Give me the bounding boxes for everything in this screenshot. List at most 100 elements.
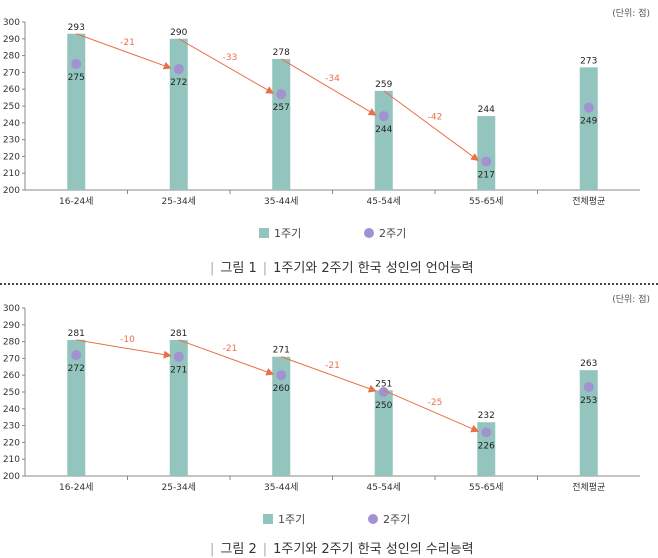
x-tick-label: 전체평균 bbox=[572, 196, 605, 207]
figure-title-1: | 그림 1 | 1주기와 2주기 한국 성인의 언어능력 bbox=[210, 261, 474, 276]
x-tick-label: 35-44세 bbox=[264, 196, 298, 207]
figure-label: 그림 1 bbox=[220, 261, 257, 276]
bar-cycle1 bbox=[477, 116, 496, 190]
bar-value-label: 293 bbox=[68, 23, 85, 33]
x-tick-label: 16-24세 bbox=[59, 482, 93, 493]
x-tick-label: 16-24세 bbox=[59, 196, 93, 207]
bar-value-label: 251 bbox=[375, 379, 392, 389]
point-value-label: 217 bbox=[478, 170, 495, 180]
bar-cycle1 bbox=[579, 67, 598, 190]
y-tick-label: 220 bbox=[3, 152, 20, 162]
y-tick-label: 300 bbox=[3, 18, 20, 28]
legend-label: 1주기 bbox=[278, 513, 306, 526]
change-label: -25 bbox=[428, 398, 443, 408]
bar-cycle1 bbox=[579, 370, 598, 476]
change-arrow bbox=[76, 339, 172, 359]
point-cycle2 bbox=[583, 381, 594, 392]
change-label: -21 bbox=[223, 344, 238, 354]
point-value-label: 253 bbox=[580, 396, 597, 406]
y-tick-label: 230 bbox=[3, 422, 20, 432]
change-label: -33 bbox=[223, 53, 238, 63]
y-tick-label: 290 bbox=[3, 321, 20, 331]
change-arrow bbox=[281, 356, 377, 393]
y-tick-label: 250 bbox=[3, 388, 20, 398]
change-arrow bbox=[280, 58, 377, 116]
bar-cycle1 bbox=[374, 90, 393, 190]
legend-square-icon bbox=[259, 228, 269, 238]
point-cycle2 bbox=[378, 111, 389, 122]
bar-cycle1 bbox=[272, 356, 291, 476]
y-tick-label: 200 bbox=[3, 186, 20, 196]
change-arrow bbox=[178, 339, 275, 376]
figure-caption: 1주기와 2주기 한국 성인의 수리능력 bbox=[273, 542, 474, 557]
bar-value-label: 278 bbox=[273, 48, 290, 58]
point-cycle2 bbox=[276, 89, 287, 100]
y-tick-label: 240 bbox=[3, 405, 20, 415]
change-arrow bbox=[383, 90, 480, 162]
change-label: -10 bbox=[120, 335, 135, 345]
point-cycle2 bbox=[173, 351, 184, 362]
point-cycle2 bbox=[583, 102, 594, 113]
bar-value-label: 281 bbox=[170, 329, 187, 339]
bar-value-label: 263 bbox=[580, 359, 597, 369]
x-tick-label: 35-44세 bbox=[264, 482, 298, 493]
bar-value-label: 244 bbox=[478, 105, 495, 115]
bar-value-label: 290 bbox=[170, 28, 187, 38]
legend-item-cycle2-2: 2주기 bbox=[368, 511, 410, 527]
point-value-label: 272 bbox=[68, 364, 85, 374]
figure-caption: 1주기와 2주기 한국 성인의 언어능력 bbox=[273, 261, 474, 276]
y-tick-label: 270 bbox=[3, 68, 20, 78]
change-label: -42 bbox=[428, 113, 443, 123]
y-tick-label: 260 bbox=[3, 371, 20, 381]
legend-square-icon bbox=[263, 514, 273, 524]
point-value-label: 249 bbox=[580, 117, 597, 127]
point-cycle2 bbox=[276, 370, 287, 381]
x-tick-label: 45-54세 bbox=[367, 482, 401, 493]
change-arrow bbox=[76, 33, 172, 70]
x-tick-label: 전체평균 bbox=[572, 482, 605, 493]
point-cycle2 bbox=[71, 59, 82, 69]
bar-cycle1 bbox=[374, 390, 393, 476]
y-tick-label: 200 bbox=[3, 472, 20, 482]
legend-label: 1주기 bbox=[274, 227, 302, 240]
point-cycle2 bbox=[173, 64, 184, 75]
x-tick-label: 55-65세 bbox=[469, 196, 503, 207]
change-arrow bbox=[178, 38, 275, 94]
legend-circle-icon bbox=[364, 228, 374, 238]
legend-label: 2주기 bbox=[383, 513, 411, 526]
y-tick-label: 220 bbox=[3, 438, 20, 448]
x-tick-label: 55-65세 bbox=[469, 482, 503, 493]
bar-cycle1 bbox=[67, 339, 86, 476]
bar-value-label: 271 bbox=[273, 346, 290, 356]
bar-value-label: 259 bbox=[375, 80, 392, 90]
legend-item-cycle1-1: 1주기 bbox=[259, 225, 301, 241]
point-value-label: 244 bbox=[375, 125, 392, 135]
y-tick-label: 250 bbox=[3, 102, 20, 112]
legend-item-cycle1-2: 1주기 bbox=[263, 511, 305, 527]
point-value-label: 257 bbox=[273, 103, 290, 113]
y-tick-label: 260 bbox=[3, 85, 20, 95]
bar-cycle1 bbox=[67, 33, 86, 191]
point-value-label: 271 bbox=[170, 366, 187, 376]
x-tick-label: 45-54세 bbox=[367, 196, 401, 207]
change-arrow bbox=[383, 389, 480, 433]
bar-cycle1 bbox=[169, 38, 188, 190]
legend-circle-icon bbox=[368, 514, 378, 524]
legend-label: 2주기 bbox=[379, 227, 407, 240]
change-label: -21 bbox=[325, 361, 340, 371]
point-value-label: 272 bbox=[170, 78, 187, 88]
point-cycle2 bbox=[71, 350, 82, 361]
y-tick-label: 210 bbox=[3, 169, 20, 179]
point-cycle2 bbox=[481, 156, 492, 167]
bar-value-label: 281 bbox=[68, 329, 85, 339]
y-tick-label: 300 bbox=[3, 304, 20, 314]
bar-cycle1 bbox=[272, 58, 291, 191]
point-cycle2 bbox=[378, 387, 389, 397]
change-label: -34 bbox=[325, 74, 340, 84]
y-tick-label: 240 bbox=[3, 119, 20, 129]
point-value-label: 275 bbox=[68, 73, 85, 83]
y-tick-label: 280 bbox=[3, 52, 20, 62]
unit-label-2: (단위: 점) bbox=[612, 295, 650, 305]
divider bbox=[0, 283, 658, 285]
